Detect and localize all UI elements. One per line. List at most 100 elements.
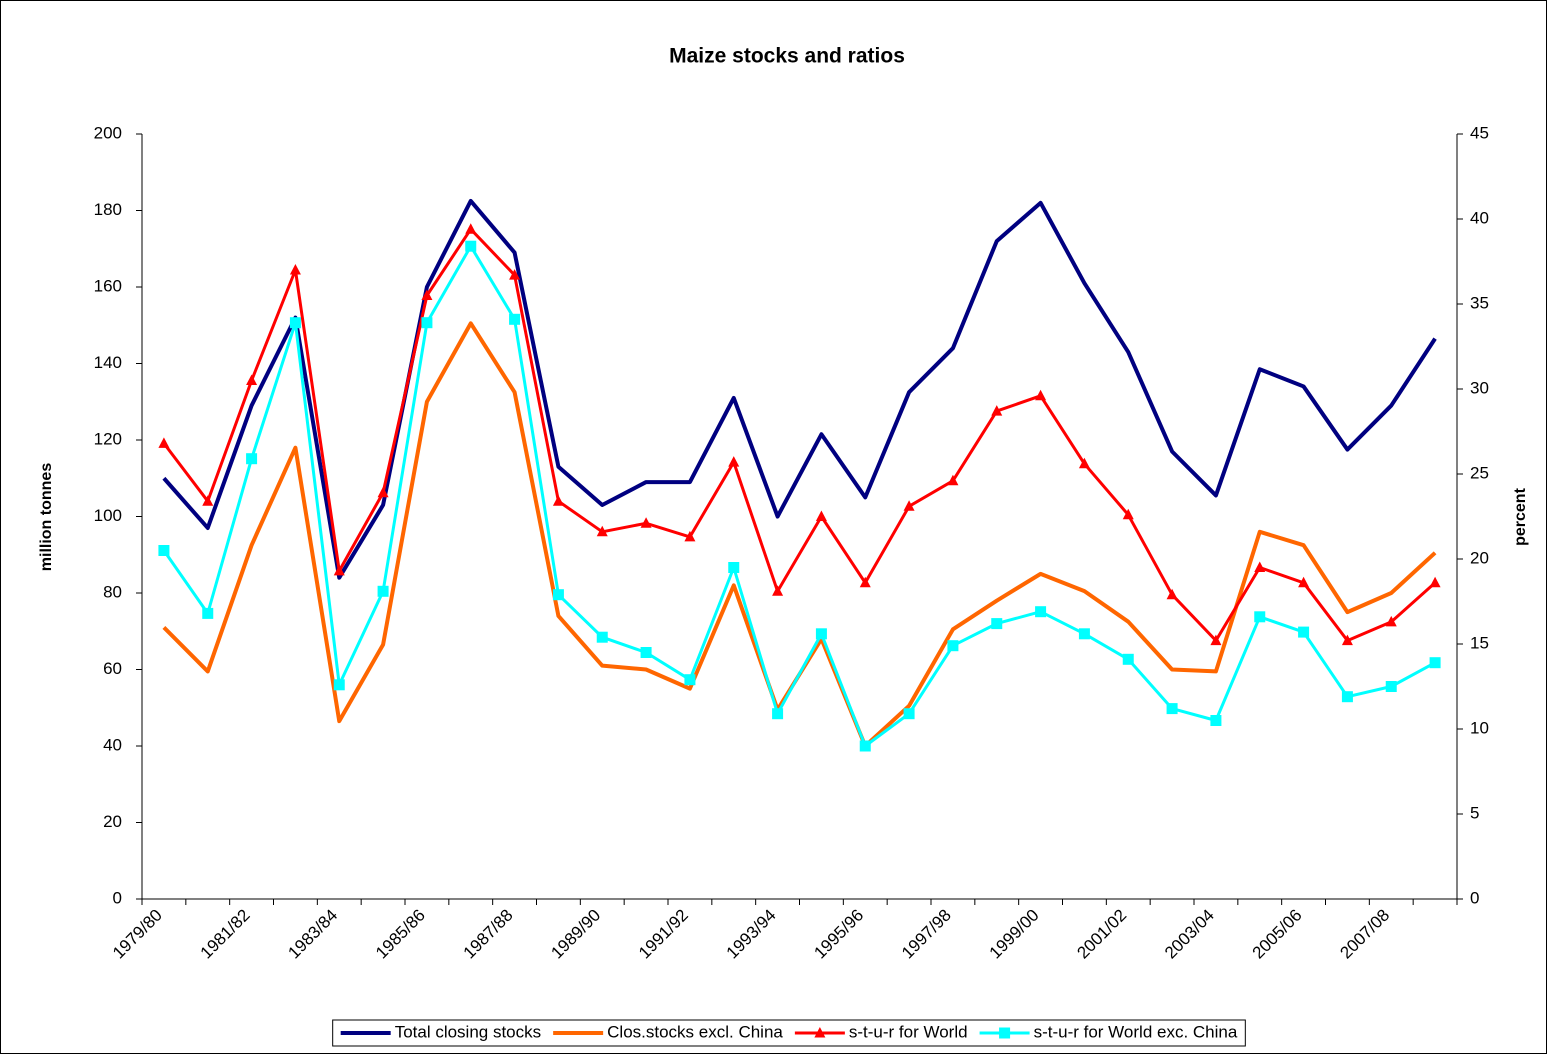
marker	[1341, 691, 1353, 703]
marker	[640, 647, 652, 658]
marker	[596, 631, 608, 643]
marker	[815, 510, 827, 521]
legend-label: s-t-u-r for World exc. China	[1034, 1022, 1238, 1041]
y-tick-label: 20	[103, 812, 122, 831]
y2-tick-label: 30	[1470, 378, 1489, 397]
y-axis-title: million tonnes	[38, 463, 55, 572]
marker	[552, 495, 564, 506]
marker	[1210, 634, 1222, 646]
marker	[640, 517, 652, 528]
legend-marker	[814, 1027, 826, 1038]
marker	[684, 674, 696, 686]
marker	[421, 317, 433, 329]
marker	[1122, 653, 1134, 665]
marker	[1298, 626, 1310, 638]
marker	[421, 289, 433, 300]
marker	[377, 585, 389, 597]
marker	[1035, 606, 1047, 618]
marker	[509, 313, 521, 325]
series-line	[162, 244, 1436, 748]
y2-tick-label: 40	[1470, 208, 1489, 227]
marker	[246, 453, 258, 465]
y-tick-label: 100	[94, 506, 122, 525]
legend-label: s-t-u-r for World	[849, 1022, 968, 1041]
marker	[1122, 508, 1134, 520]
legend-marker	[999, 1027, 1011, 1039]
legend-item: s-t-u-r for World exc. China	[979, 1022, 1238, 1041]
y2-tick-label: 0	[1470, 888, 1479, 907]
legend: Total closing stocks Clos.stocks excl. Ch…	[332, 1019, 1246, 1047]
legend-label: Total closing stocks	[395, 1022, 541, 1041]
marker	[859, 576, 871, 588]
marker	[903, 708, 915, 720]
y-tick-label: 200	[94, 123, 122, 142]
y2-tick-label: 15	[1470, 633, 1489, 652]
marker	[202, 495, 214, 506]
marker	[947, 474, 959, 486]
y2-tick-label: 45	[1470, 123, 1489, 142]
series-line	[162, 198, 1437, 580]
marker	[1166, 588, 1178, 600]
marker	[158, 545, 170, 556]
marker	[1254, 561, 1266, 572]
marker	[1341, 634, 1353, 646]
marker	[333, 564, 345, 576]
marker	[903, 500, 915, 511]
marker	[947, 640, 959, 652]
marker	[202, 607, 214, 619]
marker	[728, 456, 740, 467]
marker	[1429, 576, 1441, 588]
marker	[815, 628, 827, 640]
y2-tick-label: 20	[1470, 548, 1489, 567]
y2-tick-label: 5	[1470, 803, 1479, 822]
y2-axis-title: percent	[1512, 487, 1529, 545]
marker	[1385, 615, 1397, 627]
y2-tick-label: 25	[1470, 463, 1489, 482]
marker	[991, 618, 1003, 630]
marker	[1078, 628, 1090, 640]
y-tick-label: 120	[94, 429, 122, 448]
y2-tick-label: 10	[1470, 718, 1489, 737]
marker	[465, 223, 477, 234]
marker	[1166, 703, 1178, 715]
y-tick-label: 40	[103, 735, 122, 754]
marker	[859, 740, 871, 752]
marker	[1298, 576, 1310, 588]
marker	[1035, 389, 1047, 401]
chart-title: Maize stocks and ratios	[669, 45, 905, 68]
marker	[684, 530, 696, 542]
marker	[246, 374, 258, 385]
y-tick-label: 140	[94, 353, 122, 372]
y-tick-label: 80	[103, 582, 122, 601]
legend-item: s-t-u-r for World	[794, 1022, 968, 1041]
marker	[1429, 657, 1441, 669]
marker	[552, 589, 564, 601]
marker	[1210, 715, 1222, 726]
y-tick-label: 180	[94, 200, 122, 219]
y2-tick-label: 35	[1470, 293, 1489, 312]
legend-label: Clos.stocks excl. China	[607, 1022, 783, 1041]
series-line	[162, 227, 1437, 643]
marker	[772, 708, 784, 720]
marker	[728, 562, 740, 573]
marker	[1385, 681, 1397, 692]
marker	[991, 405, 1003, 416]
y-tick-label: 0	[113, 888, 122, 907]
marker	[333, 679, 345, 691]
marker	[289, 317, 301, 329]
marker	[377, 486, 389, 498]
marker	[1078, 457, 1090, 469]
marker	[158, 437, 170, 448]
y-tick-label: 160	[94, 276, 122, 295]
marker	[1254, 611, 1266, 623]
marker	[289, 264, 301, 275]
marker	[465, 240, 477, 252]
marker	[772, 585, 784, 596]
marker	[509, 269, 521, 280]
legend-item: Clos.stocks excl. China	[553, 1022, 783, 1041]
legend-box	[332, 1019, 1246, 1047]
legend-item: Total closing stocks	[340, 1022, 541, 1041]
y-tick-label: 60	[103, 659, 122, 678]
marker	[596, 525, 608, 537]
